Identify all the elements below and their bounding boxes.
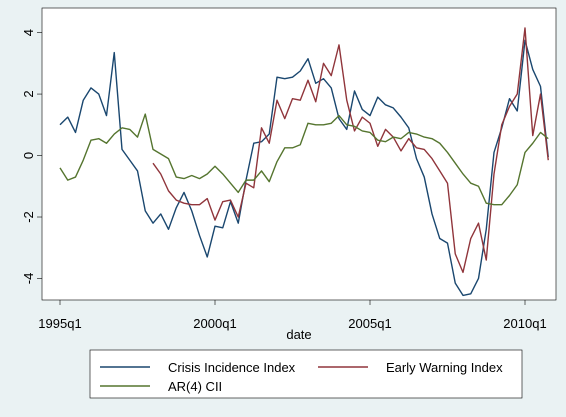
y-tick-label: 0: [21, 152, 36, 159]
legend-label: AR(4) CII: [168, 379, 222, 394]
x-tick-label: 2005q1: [348, 316, 391, 331]
y-tick-label: 2: [21, 90, 36, 97]
legend-label: Crisis Incidence Index: [168, 360, 296, 375]
y-tick-label: -4: [21, 273, 36, 285]
plot-area: [41, 7, 557, 301]
series-line: [59, 113, 549, 206]
y-tick-label: 4: [21, 29, 36, 36]
x-tick-label: 2010q1: [503, 316, 546, 331]
x-axis-title: date: [286, 327, 311, 342]
y-tick-label: -2: [21, 211, 36, 223]
legend: [89, 349, 523, 399]
series-line: [152, 27, 549, 274]
legend-label: Early Warning Index: [386, 360, 503, 375]
series-line: [59, 39, 549, 297]
x-tick-label: 2000q1: [193, 316, 236, 331]
x-tick-label: 1995q1: [38, 316, 81, 331]
